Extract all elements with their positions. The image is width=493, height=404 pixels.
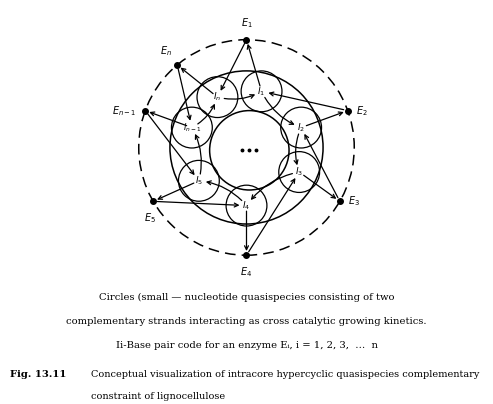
Text: $I_n$: $I_n$ xyxy=(213,91,221,103)
Text: $E_2$: $E_2$ xyxy=(356,104,368,118)
Text: $E_5$: $E_5$ xyxy=(144,211,156,225)
Text: $I_{n-1}$: $I_{n-1}$ xyxy=(182,121,201,134)
Text: $I_{5}$: $I_{5}$ xyxy=(195,175,203,187)
Text: constraint of lignocellulose: constraint of lignocellulose xyxy=(91,392,225,401)
Text: $I_{1}$: $I_{1}$ xyxy=(257,85,266,97)
Text: Circles (small — nucleotide quasispecies consisting of two: Circles (small — nucleotide quasispecies… xyxy=(99,292,394,302)
Text: Ii-Base pair code for an enzyme Eᵢ, i = 1, 2, 3,  …  n: Ii-Base pair code for an enzyme Eᵢ, i = … xyxy=(115,341,378,350)
Text: Fig. 13.11: Fig. 13.11 xyxy=(10,370,66,379)
Text: $E_{n-1}$: $E_{n-1}$ xyxy=(112,104,137,118)
Text: Conceptual visualization of intracore hypercyclic quasispecies complementary: Conceptual visualization of intracore hy… xyxy=(91,370,480,379)
Text: $I_{4}$: $I_{4}$ xyxy=(243,199,250,212)
Text: complementary strands interacting as cross catalytic growing kinetics.: complementary strands interacting as cro… xyxy=(66,317,427,326)
Text: $E_n$: $E_n$ xyxy=(160,44,172,58)
Text: $I_{2}$: $I_{2}$ xyxy=(297,121,305,134)
Text: $E_4$: $E_4$ xyxy=(241,265,252,279)
Text: $E_3$: $E_3$ xyxy=(349,194,360,208)
Text: $I_{3}$: $I_{3}$ xyxy=(295,166,303,178)
Text: $E_1$: $E_1$ xyxy=(241,16,252,30)
